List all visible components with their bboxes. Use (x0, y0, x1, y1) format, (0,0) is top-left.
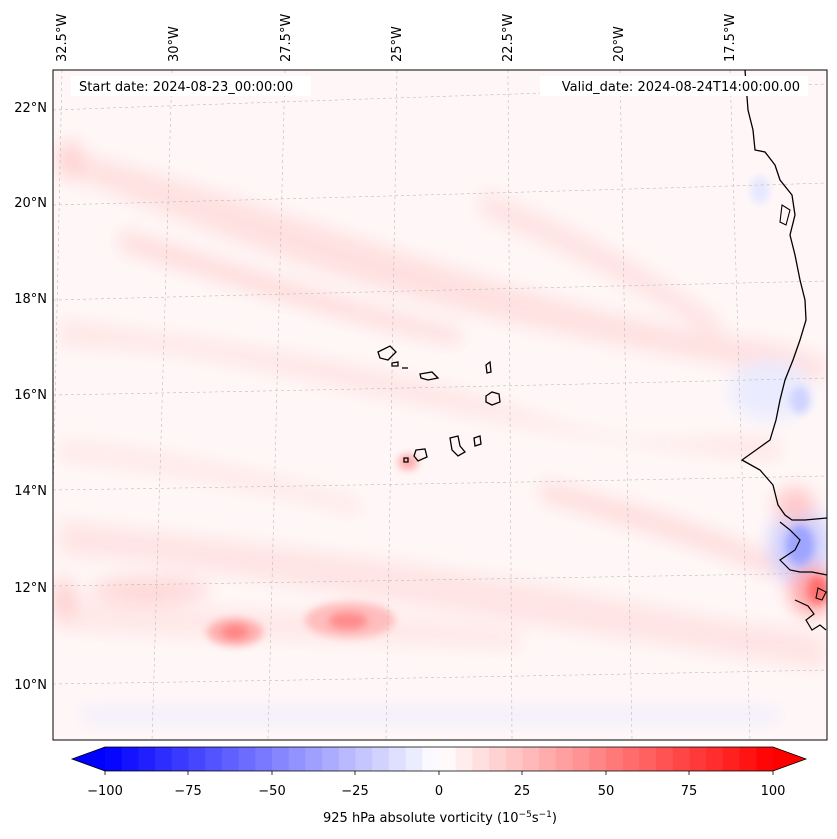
colorbar-segment (756, 747, 774, 771)
lon-tick: 22.5°W (501, 14, 516, 62)
colorbar (70, 746, 808, 775)
colorbar-segment (388, 747, 406, 771)
colorbar-segment (188, 747, 206, 771)
colorbar-segment (272, 747, 290, 771)
colorbar-tick: −100 (87, 784, 123, 799)
lon-tick: 30°W (167, 26, 182, 62)
lat-tick: 20°N (14, 196, 47, 211)
colorbar-segment (555, 747, 573, 771)
lon-tick: 20°W (612, 26, 627, 62)
colorbar-segment (455, 747, 473, 771)
graticule (53, 70, 827, 740)
colorbar-segment (205, 747, 223, 771)
lon-tick-labels: 32.5°W 30°W 27.5°W 25°W 22.5°W 20°W 17.5… (55, 14, 738, 62)
vorticity-field: Start date: 2024-08-23_00:00:00 Valid_da… (53, 70, 827, 740)
colorbar-segment (221, 747, 239, 771)
colorbar-segment (706, 747, 724, 771)
colorbar-segment (171, 747, 189, 771)
colorbar-tick: −25 (341, 784, 368, 799)
colorbar-segment (589, 747, 607, 771)
colorbar-segment (505, 747, 523, 771)
lat-tick: 16°N (14, 388, 47, 403)
lat-tick: 18°N (14, 292, 47, 307)
colorbar-segment (639, 747, 657, 771)
colorbar-segment (606, 747, 624, 771)
colorbar-segment (288, 747, 306, 771)
colorbar-min-extend (72, 747, 105, 771)
colorbar-segment (305, 747, 323, 771)
colorbar-segment (138, 747, 156, 771)
colorbar-segment (472, 747, 490, 771)
lat-tick: 10°N (14, 678, 47, 693)
colorbar-tick: 0 (435, 784, 443, 799)
lat-tick: 12°N (14, 581, 47, 596)
colorbar-segment (656, 747, 674, 771)
lat-tick: 22°N (14, 101, 47, 116)
colorbar-segment (105, 747, 123, 771)
map-frame (52, 69, 828, 741)
colorbar-segment (405, 747, 423, 771)
colorbar-segment (338, 747, 356, 771)
colorbar-segment (121, 747, 139, 771)
lon-tick: 25°W (390, 26, 405, 62)
colorbar-tick: 50 (598, 784, 615, 799)
colorbar-segment (255, 747, 273, 771)
cape-verde-islands (377, 345, 501, 463)
colorbar-segment (522, 747, 540, 771)
colorbar-tick: 25 (514, 784, 531, 799)
colorbar-segment (689, 747, 707, 771)
africa-coastline (740, 70, 827, 521)
lon-tick: 32.5°W (55, 14, 70, 62)
start-date-box (71, 76, 311, 96)
lat-tick-labels: 22°N 20°N 18°N 16°N 14°N 12°N 10°N (14, 101, 47, 693)
colorbar-segment (372, 747, 390, 771)
colorbar-segment (422, 747, 440, 771)
colorbar-segment (539, 747, 557, 771)
colorbar-segment (672, 747, 690, 771)
colorbar-tick: −50 (258, 784, 285, 799)
colorbar-segment (439, 747, 457, 771)
colorbar-segment (622, 747, 640, 771)
lon-tick: 17.5°W (723, 14, 738, 62)
lon-tick: 27.5°W (279, 14, 294, 62)
colorbar-segment (322, 747, 340, 771)
colorbar-tick: −75 (174, 784, 201, 799)
start-date-label: Start date: 2024-08-23_00:00:00 (79, 80, 293, 95)
colorbar-label: 925 hPa absolute vorticity (10−5s−1) (323, 810, 557, 826)
colorbar-segment (739, 747, 757, 771)
colorbar-ticks: −100 −75 −50 −25 0 25 50 75 100 (87, 784, 785, 799)
colorbar-segment (155, 747, 173, 771)
colorbar-max-extend (773, 747, 806, 771)
colorbar-tick: 100 (761, 784, 786, 799)
lat-tick: 14°N (14, 484, 47, 499)
colorbar-segment (572, 747, 590, 771)
colorbar-segment (355, 747, 373, 771)
colorbar-segment (238, 747, 256, 771)
valid-date-box (540, 76, 808, 96)
valid-date-label: Valid_date: 2024-08-24T14:00:00.00 (562, 80, 800, 95)
colorbar-segment (489, 747, 507, 771)
colorbar-segment (722, 747, 740, 771)
colorbar-tick: 75 (681, 784, 698, 799)
